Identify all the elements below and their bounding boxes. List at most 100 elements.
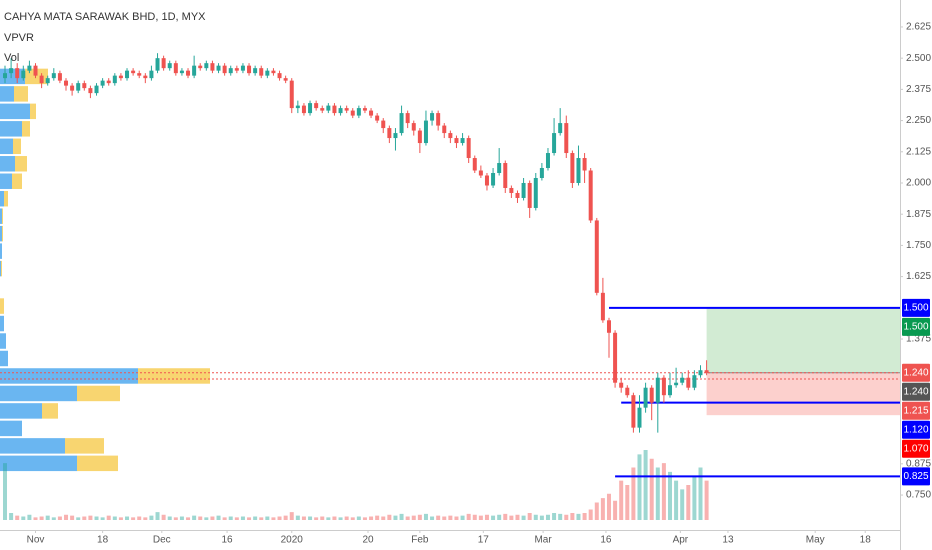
candle-body	[9, 68, 14, 74]
profile-up	[0, 438, 65, 454]
volume-bar	[600, 498, 605, 520]
candle-body	[497, 163, 502, 174]
candle-body	[674, 382, 679, 386]
candle-body	[198, 65, 203, 69]
candle-body	[552, 133, 557, 154]
candle-body	[600, 292, 605, 321]
candle-body	[582, 158, 587, 171]
candle-body	[88, 88, 93, 94]
volume-bar	[362, 517, 367, 520]
profile-up	[0, 385, 77, 402]
candle-body	[460, 138, 465, 144]
profile-up	[0, 243, 2, 259]
volume-bar	[112, 516, 117, 520]
candle-body	[253, 68, 258, 74]
volume-bar	[545, 514, 550, 520]
profile-up	[0, 403, 42, 419]
volume-bar	[564, 514, 569, 520]
indicator-label: Vol	[4, 52, 19, 64]
volume-bar	[448, 515, 453, 520]
volume-bar	[417, 514, 422, 520]
candle-body	[259, 68, 264, 76]
volume-bar	[314, 517, 319, 520]
volume-bar	[625, 485, 630, 520]
volume-bar	[21, 516, 26, 520]
volume-bar	[149, 515, 154, 520]
candle-body	[240, 65, 245, 71]
candle-body	[33, 65, 38, 76]
volume-bar	[631, 467, 636, 520]
candle-body	[698, 370, 703, 376]
volume-bar	[240, 516, 245, 520]
candle-body	[179, 70, 184, 74]
candle-body	[186, 70, 191, 76]
volume-bar	[570, 513, 575, 520]
candle-body	[539, 168, 544, 178]
candle-body	[222, 65, 227, 74]
x-tick-label: 16	[222, 535, 234, 546]
price-label-box	[902, 363, 930, 382]
profile-up	[0, 225, 2, 242]
candle-body	[51, 73, 56, 79]
volume-bar	[344, 516, 349, 520]
volume-bar	[619, 480, 624, 520]
profile-up	[0, 190, 4, 207]
profile-down	[0, 298, 4, 314]
candle-body	[173, 63, 178, 74]
volume-bar	[283, 515, 288, 520]
candle-body	[637, 407, 642, 428]
candle-body	[301, 105, 306, 114]
y-tick-label: 2.625	[906, 22, 931, 33]
candle-body	[118, 75, 123, 79]
price-label-box	[902, 467, 930, 486]
candle-body	[454, 138, 459, 144]
volume-bar	[387, 514, 392, 520]
volume-bar	[472, 514, 477, 520]
profile-down	[2, 225, 3, 242]
volume-bar	[655, 467, 660, 520]
candle-body	[686, 377, 691, 388]
profile-down	[22, 121, 30, 137]
volume-bar	[228, 516, 233, 520]
chart-title: CAHYA MATA SARAWAK BHD, 1D, MYX	[4, 11, 206, 23]
candle-body	[137, 73, 142, 76]
candle-body	[606, 320, 611, 333]
volume-bar	[100, 517, 105, 520]
volume-bar	[301, 516, 306, 520]
volume-bar	[521, 515, 526, 520]
candle-body	[362, 108, 367, 111]
price-label: 0.825	[903, 471, 928, 482]
candle-body	[320, 108, 325, 111]
candle-body	[381, 120, 386, 129]
volume-bar	[637, 454, 642, 520]
volume-bar	[259, 517, 264, 520]
volume-bar	[70, 515, 75, 520]
volume-bar	[320, 516, 325, 520]
profile-up	[0, 368, 138, 384]
x-tick-label: 20	[362, 535, 374, 546]
volume-bar	[167, 516, 172, 520]
candle-body	[82, 83, 87, 89]
x-tick-label: Feb	[411, 535, 429, 546]
candle-body	[143, 75, 148, 79]
y-tick-label: 1.875	[906, 209, 931, 220]
candle-body	[631, 395, 636, 428]
candle-body	[503, 163, 508, 188]
candle-body	[393, 133, 398, 139]
candle-body	[369, 110, 374, 116]
candle-body	[588, 170, 593, 221]
volume-bar	[253, 516, 258, 520]
profile-down	[12, 173, 22, 189]
candle-body	[45, 78, 50, 84]
volume-bar	[588, 509, 593, 520]
volume-bar	[454, 516, 459, 520]
candle-body	[594, 220, 599, 293]
volume-bar	[234, 517, 239, 520]
volume-bar	[686, 485, 691, 520]
volume-bar	[405, 516, 410, 520]
volume-bar	[27, 514, 32, 520]
candle-body	[399, 113, 404, 134]
volume-bar	[381, 516, 386, 520]
candle-body	[545, 153, 550, 169]
